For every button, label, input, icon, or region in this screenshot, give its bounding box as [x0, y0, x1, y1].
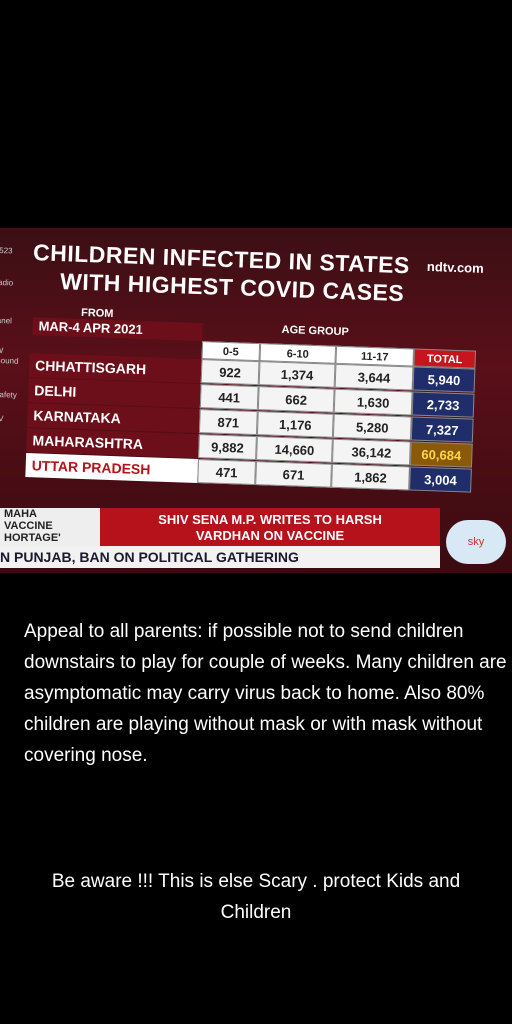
age-group-label: AGE GROUP	[281, 323, 350, 339]
ticker-headline: SHIV SENA M.P. WRITES TO HARSH VARDHAN O…	[100, 508, 440, 546]
side-label: W	[0, 345, 4, 356]
channel: ndtv.com	[426, 258, 484, 276]
table-cell: 471	[197, 459, 257, 486]
tag-line: MAHA	[4, 508, 37, 520]
table-cell: 60,684	[409, 441, 473, 468]
headline-line: VARDHAN ON VACCINE	[195, 528, 345, 543]
post-message: Appeal to all parents: if possible not t…	[24, 621, 507, 766]
table-cell: 922	[200, 359, 260, 386]
table-cell: 5,280	[332, 413, 412, 441]
table-cell: 871	[198, 409, 258, 436]
from-label: FROM	[80, 306, 114, 321]
channel-logo: sky	[446, 520, 506, 564]
state-name: UTTAR PRADESH	[25, 453, 199, 484]
table-cell: 2,733	[411, 391, 475, 418]
table-cell: 1,862	[331, 463, 410, 491]
table-cell: 3,004	[409, 466, 472, 493]
tag-line: HORTAGE'	[4, 532, 61, 544]
ticker-tag: MAHA VACCINE HORTAGE'	[0, 508, 100, 546]
table-cell: 9,882	[198, 434, 257, 461]
table-cell: 7,327	[410, 416, 474, 443]
tag-line: VACCINE	[4, 520, 53, 532]
table-cell: 3,644	[334, 363, 414, 391]
headline-line: SHIV SENA M.P. WRITES TO HARSH	[158, 512, 382, 527]
table-cell: 671	[255, 461, 332, 488]
column-header: 0-5	[201, 341, 261, 362]
side-label: 523	[0, 245, 13, 256]
side-label: adio	[0, 277, 14, 288]
side-label: TV	[0, 413, 4, 424]
table-cell: 1,374	[258, 361, 336, 388]
news-ticker: MAHA VACCINE HORTAGE' SHIV SENA M.P. WRI…	[0, 506, 512, 570]
table-cell: 36,142	[332, 438, 411, 466]
side-label: anel	[0, 315, 13, 326]
table-cell: 14,660	[256, 436, 333, 463]
table-cell: 5,940	[412, 366, 476, 393]
ticker-crawl: N PUNJAB, BAN ON POLITICAL GATHERING	[0, 546, 440, 568]
table-cell: 1,176	[256, 411, 334, 438]
side-label: Safety	[0, 389, 18, 400]
side-label: Sound	[0, 355, 19, 366]
table-cell: 1,630	[333, 388, 413, 416]
column-header: TOTAL	[413, 348, 477, 369]
table-cell: 662	[257, 386, 335, 413]
table-cell: 441	[199, 384, 259, 411]
post-footer: Be aware !!! This is else Scary . protec…	[51, 871, 461, 923]
period: MAR-4 APR 2021	[32, 317, 203, 342]
